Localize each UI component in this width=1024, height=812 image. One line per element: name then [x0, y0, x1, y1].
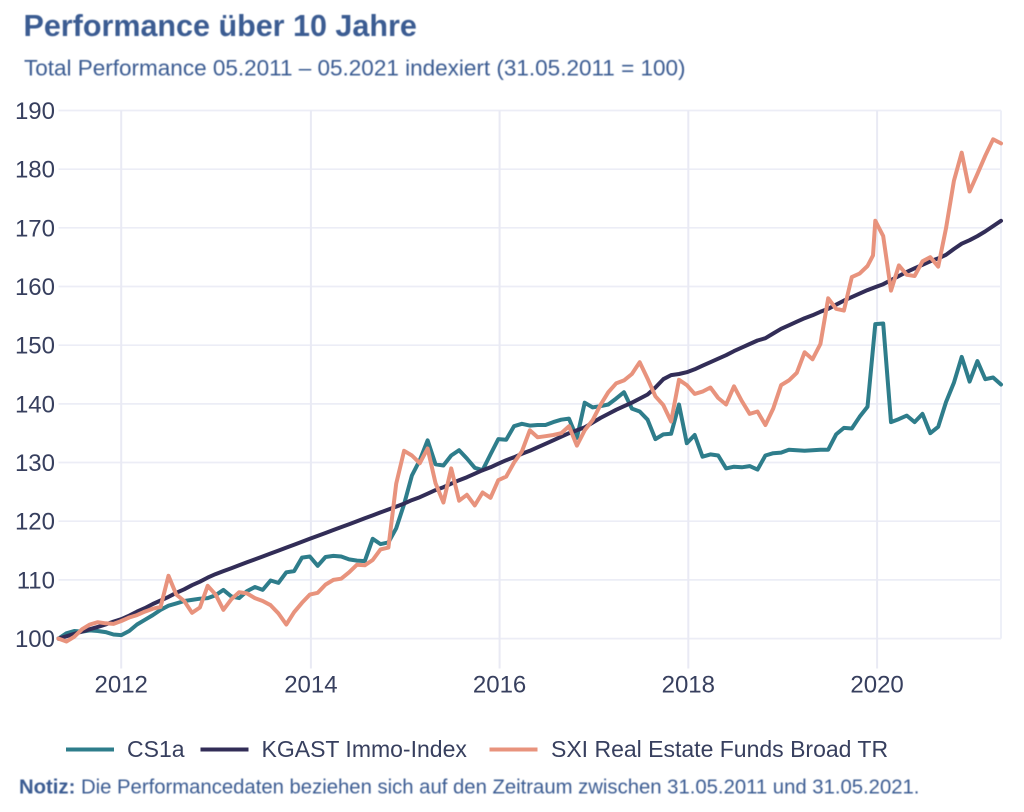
svg-text:150: 150	[15, 333, 55, 360]
svg-text:2016: 2016	[473, 672, 526, 699]
svg-text:2020: 2020	[850, 672, 903, 699]
svg-text:Performance über 10 Jahre: Performance über 10 Jahre	[24, 9, 417, 43]
svg-text:120: 120	[15, 509, 55, 536]
svg-text:110: 110	[17, 567, 55, 594]
svg-text:130: 130	[15, 450, 55, 477]
svg-text:Notiz: Die Performancedaten be: Notiz: Die Performancedaten beziehen sic…	[19, 777, 919, 799]
svg-text:160: 160	[15, 274, 55, 301]
svg-text:KGAST Immo-Index: KGAST Immo-Index	[262, 736, 468, 762]
svg-text:SXI Real Estate Funds Broad TR: SXI Real Estate Funds Broad TR	[551, 736, 888, 762]
svg-text:2012: 2012	[95, 672, 148, 699]
svg-text:CS1a: CS1a	[127, 736, 185, 762]
svg-text:2014: 2014	[284, 672, 337, 699]
svg-text:140: 140	[15, 391, 55, 418]
svg-text:170: 170	[15, 215, 55, 242]
svg-text:2018: 2018	[662, 672, 715, 699]
svg-text:100: 100	[15, 626, 55, 653]
svg-text:180: 180	[15, 157, 55, 184]
svg-text:190: 190	[15, 98, 55, 125]
svg-text:Total Performance 05.2011 – 05: Total Performance 05.2011 – 05.2021 inde…	[24, 56, 686, 81]
